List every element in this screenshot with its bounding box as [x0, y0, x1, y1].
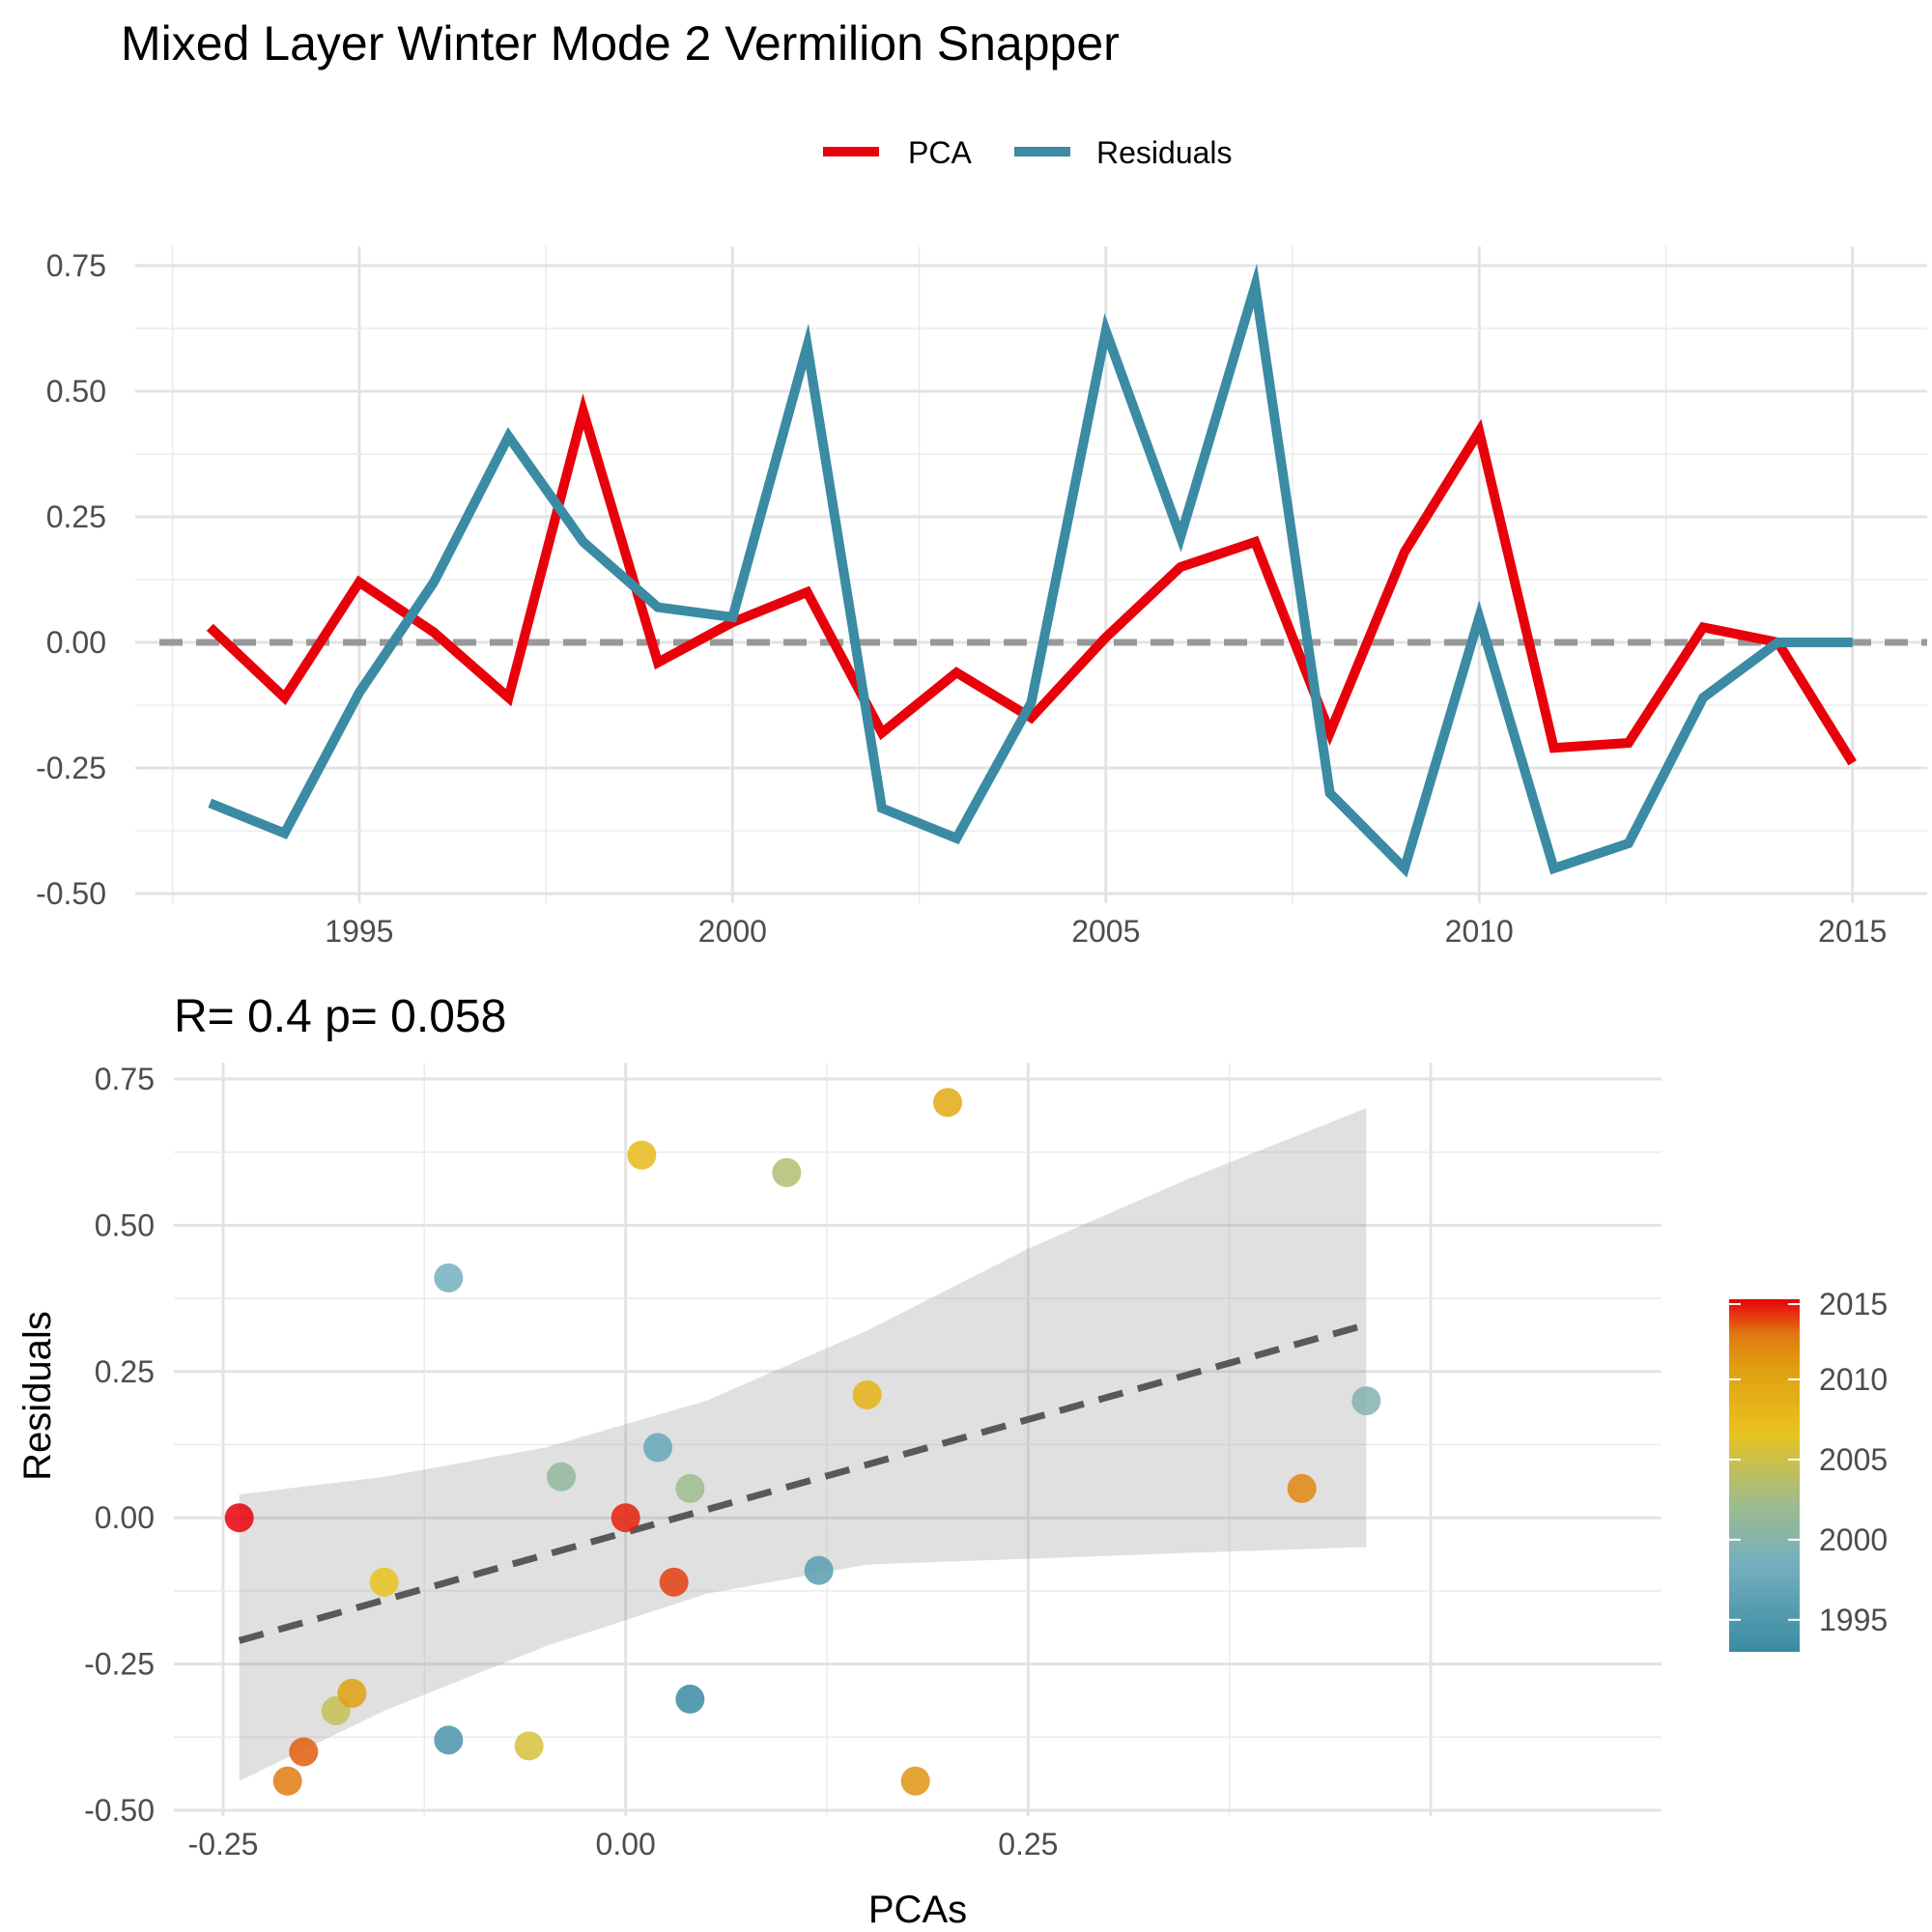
- regression-line: [238, 1321, 1368, 1644]
- scatter-point-2003: [514, 1731, 544, 1761]
- scatter-x-tick-labels: -0.25 0.00 0.25: [188, 1827, 1059, 1861]
- colorbar-label: 2010: [1819, 1362, 1888, 1397]
- top-y-tick-labels: 0.75 0.50 0.25 0.00 -0.25 -0.50: [36, 248, 106, 911]
- scatter-point-2008: [337, 1678, 367, 1708]
- scatter-subtitle: R= 0.4 p= 0.058: [174, 991, 506, 1042]
- colorbar-label: 1995: [1819, 1603, 1888, 1637]
- scatter-y-axis-title: Residuals: [16, 1311, 59, 1481]
- confidence-band-area: [239, 1108, 1367, 1781]
- top-y-tick-label: 0.00: [46, 625, 106, 660]
- top-x-tick-label: 2010: [1445, 914, 1514, 949]
- scatter-point-2010: [1287, 1473, 1317, 1503]
- scatter-point-2013: [659, 1567, 689, 1597]
- scatter-point-2014: [611, 1503, 640, 1533]
- scatter-point-1994: [434, 1725, 464, 1755]
- series-line-pca: [206, 393, 1857, 766]
- regression-dashed-line: [238, 1321, 1368, 1644]
- scatter-y-tick-label: 0.25: [95, 1354, 155, 1389]
- scatter-point-2006: [852, 1380, 882, 1410]
- top-gridlines: [135, 246, 1927, 903]
- scatter-y-tick-label: -0.50: [84, 1793, 155, 1828]
- top-y-tick-label: 0.25: [46, 499, 106, 534]
- scatter-point-1996: [643, 1433, 672, 1463]
- scatter-point-2015: [224, 1503, 254, 1533]
- scatter-x-axis-title: PCAs: [868, 1889, 967, 1931]
- top-y-tick-label: 0.75: [46, 248, 106, 283]
- scatter-point-1999: [547, 1462, 576, 1492]
- scatter-point-2000: [675, 1473, 705, 1503]
- series-line-residuals: [208, 263, 1853, 878]
- colorbar-label: 2005: [1819, 1442, 1888, 1477]
- top-x-tick-label: 2005: [1071, 914, 1140, 949]
- confidence-band: [239, 1108, 1367, 1781]
- scatter-point-1997: [434, 1263, 464, 1293]
- scatter-point-1998: [1351, 1386, 1381, 1416]
- scatter-point-1993: [675, 1684, 705, 1714]
- scatter-x-tick-label: 0.00: [596, 1827, 656, 1861]
- top-x-tick-label: 2000: [698, 914, 767, 949]
- scatter-point-2001: [772, 1157, 802, 1187]
- legend-label-pca: PCA: [908, 135, 972, 170]
- scatter-x-tick-label: -0.25: [188, 1827, 259, 1861]
- legend-label-residuals: Residuals: [1096, 135, 1233, 170]
- scatter-point-2012: [289, 1737, 319, 1767]
- scatter-x-tick-label: 0.25: [998, 1827, 1058, 1861]
- top-y-tick-label: 0.50: [46, 374, 106, 409]
- scatter-points: [224, 1088, 1381, 1796]
- top-y-tick-label: -0.50: [36, 876, 106, 911]
- colorbar-label: 2015: [1819, 1287, 1888, 1321]
- scatter-y-tick-label: 0.00: [95, 1500, 155, 1535]
- top-x-tick-label: 1995: [325, 914, 393, 949]
- scatter-point-1995: [804, 1555, 834, 1585]
- top-x-tick-labels: 1995 2000 2005 2010 2015: [325, 914, 1887, 949]
- scatter-chart: R= 0.4 p= 0.058 0.750.500.250.00-0.25-0.…: [16, 991, 1888, 1931]
- scatter-point-2007: [933, 1088, 962, 1118]
- colorbar-swatch: [1729, 1299, 1800, 1652]
- scatter-point-2005: [627, 1140, 657, 1170]
- year-colorbar: 2015 2010 2005 2000 1995: [1729, 1287, 1888, 1652]
- scatter-point-2004: [369, 1567, 399, 1597]
- top-x-tick-label: 2015: [1818, 914, 1887, 949]
- scatter-y-tick-label: -0.25: [84, 1647, 155, 1682]
- time-series-chart: 0.75 0.50 0.25 0.00 -0.25 -0.50 1995 2000 2005 2…: [36, 135, 1927, 949]
- colorbar-labels: 2015 2010 2005 2000 1995: [1729, 1287, 1888, 1637]
- scatter-y-tick-labels: 0.75 0.50 0.25 0.00 -0.25 -0.50: [84, 1062, 155, 1828]
- scatter-y-tick-label: 0.75: [95, 1062, 155, 1096]
- colorbar-label: 2000: [1819, 1522, 1888, 1557]
- scatter-gridlines: [174, 1063, 1662, 1816]
- scatter-y-tick-label: 0.50: [95, 1208, 155, 1242]
- top-y-tick-label: -0.25: [36, 751, 106, 785]
- scatter-point-2009: [900, 1766, 930, 1796]
- top-legend: PCA Residuals: [823, 135, 1233, 170]
- top-series-lines: [206, 263, 1857, 878]
- figure-title: Mixed Layer Winter Mode 2 Vermilion Snap…: [121, 16, 1120, 71]
- scatter-point-2011: [272, 1766, 302, 1796]
